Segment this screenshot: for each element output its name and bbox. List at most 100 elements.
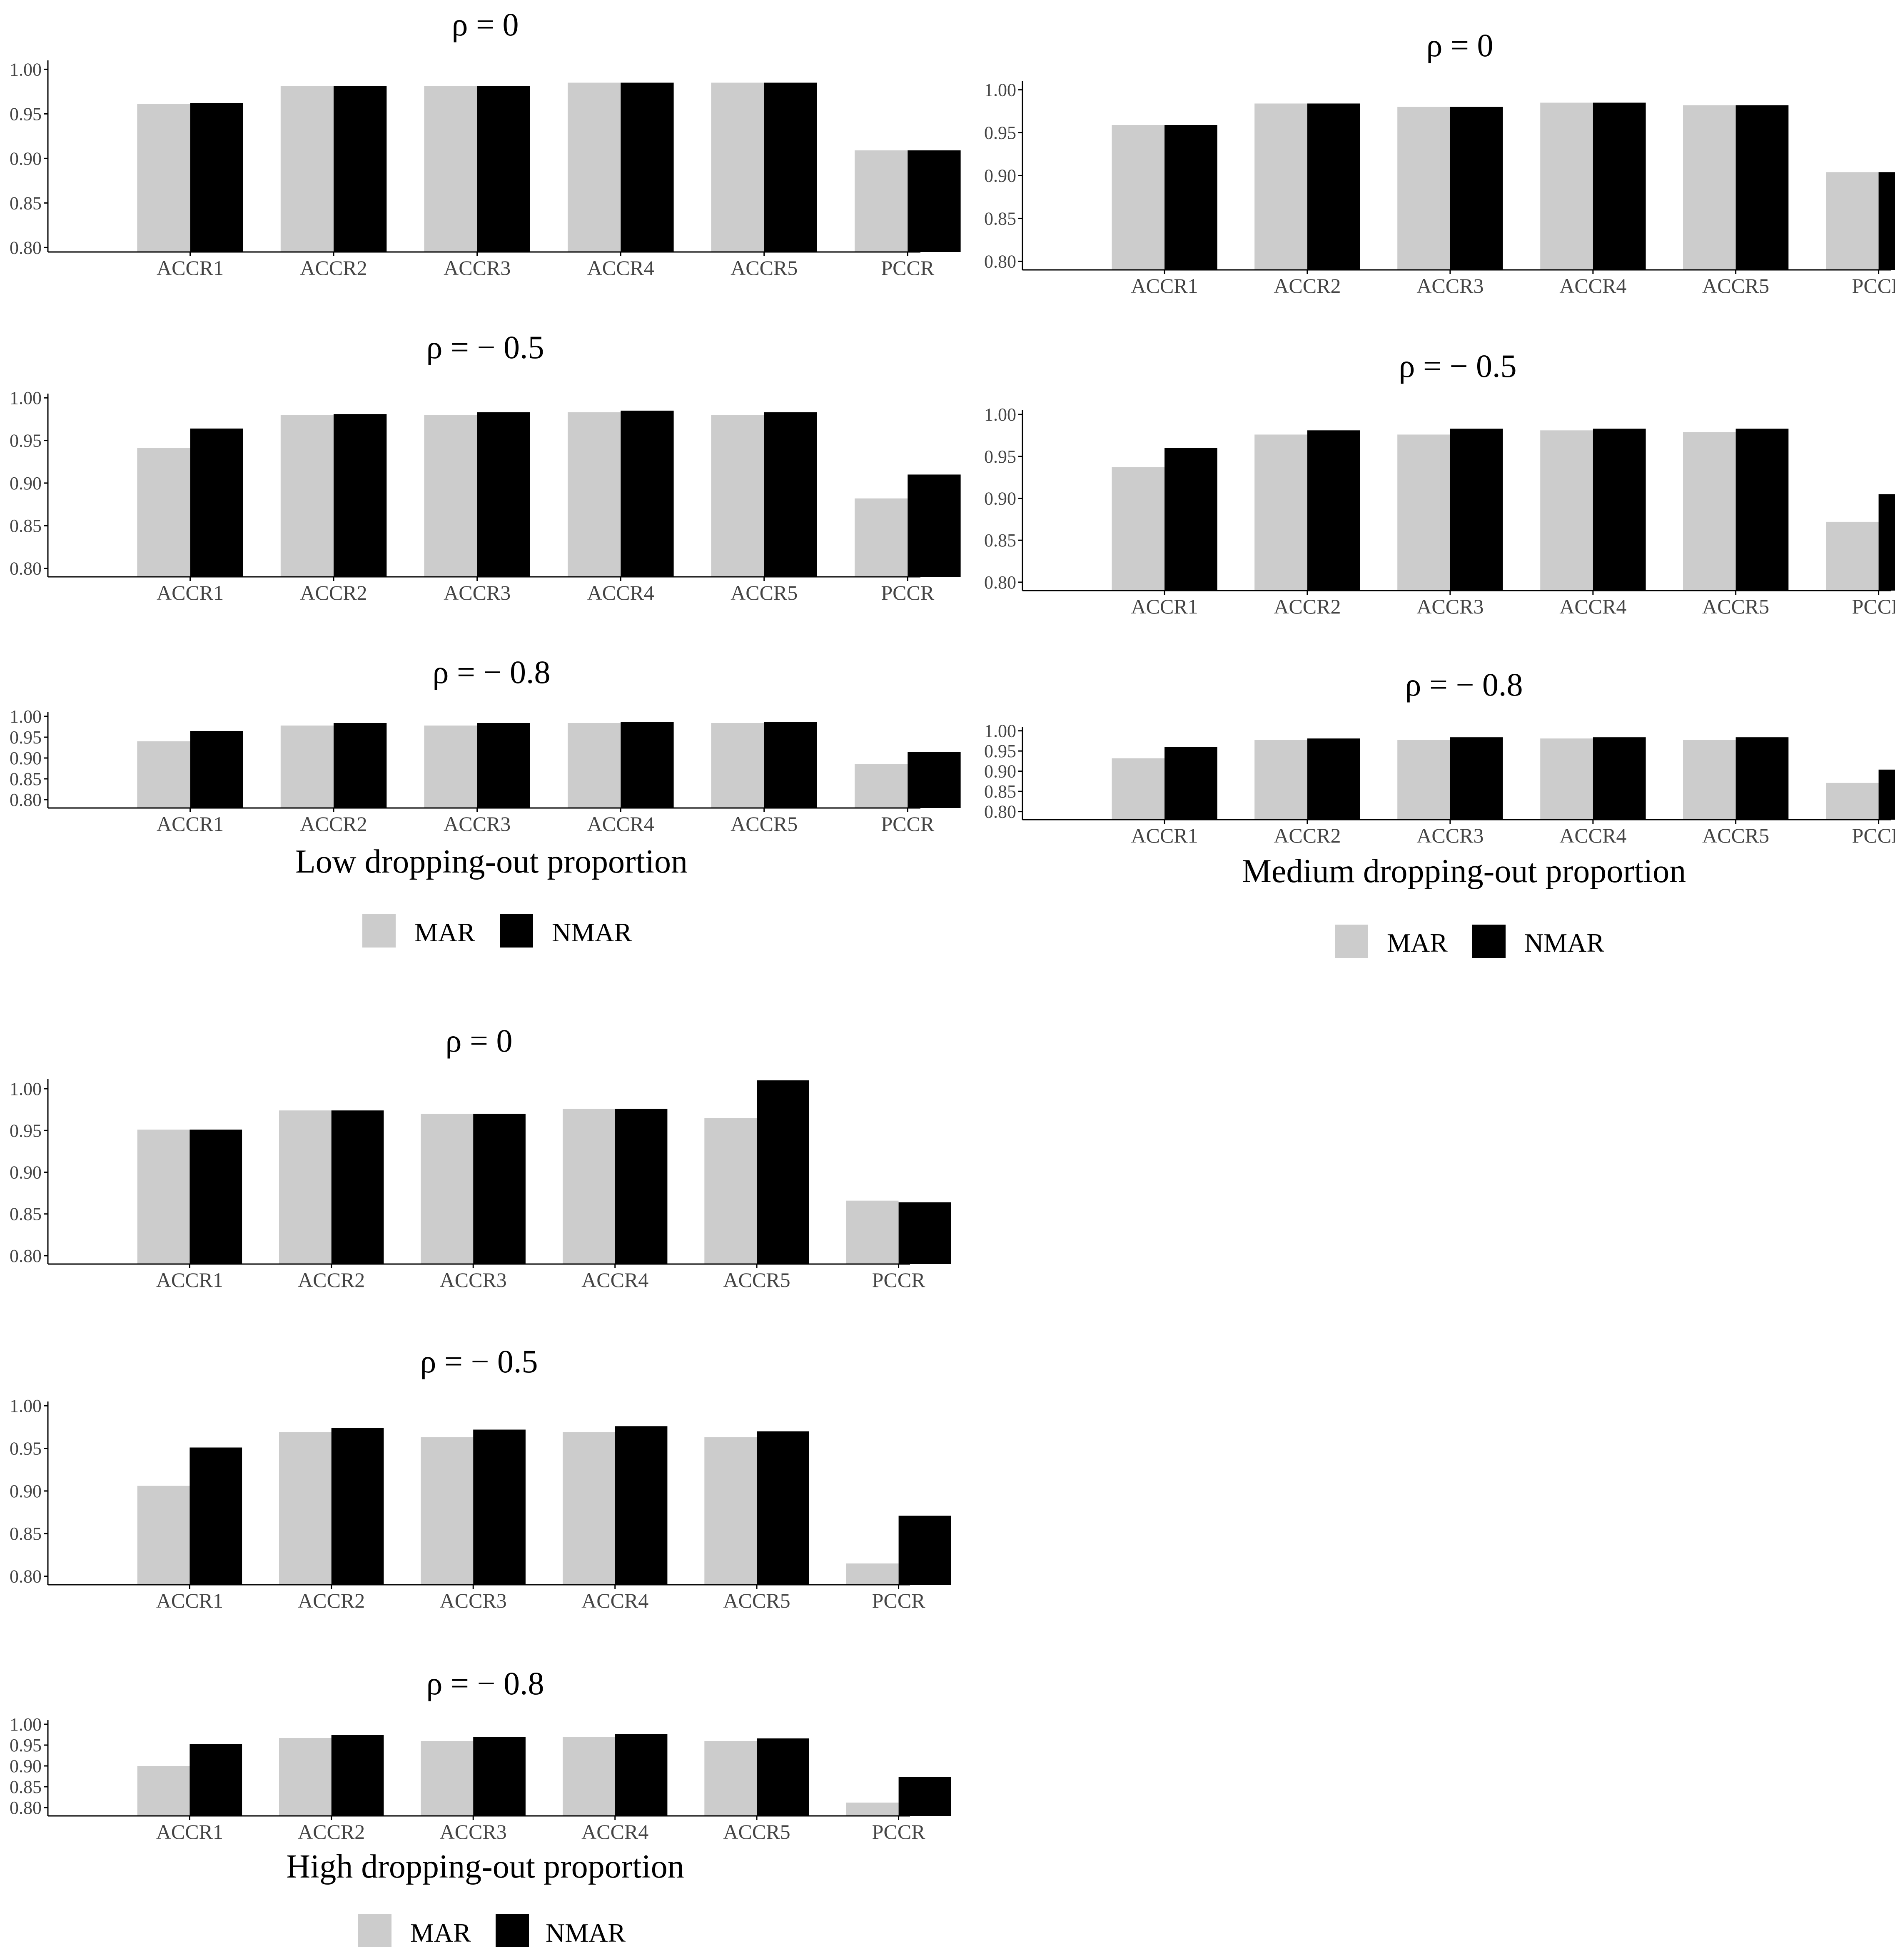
y-tick-label: 0.95 [10,1735,42,1756]
bar-nmar-accr4 [615,1734,668,1816]
bar-nmar-accr4 [621,722,674,808]
chart-title: ρ = 0 [452,6,519,42]
x-tick-label: ACCR1 [1131,595,1198,618]
caption-high: High dropping-out proportion [286,1848,684,1885]
bar-mar-accr2 [1254,103,1307,270]
bar-nmar-accr3 [1450,429,1503,591]
x-tick-label: ACCR5 [723,1589,790,1612]
bar-nmar-pccr [908,752,961,808]
x-tick-label: ACCR5 [1702,274,1769,297]
bar-nmar-accr5 [1735,737,1789,820]
bar-nmar-accr4 [1593,429,1646,591]
x-tick-label: ACCR1 [156,1268,223,1292]
y-tick-label: 0.90 [984,761,1016,782]
bar-nmar-accr2 [1307,738,1360,820]
y-tick-label: 0.85 [984,781,1016,802]
bar-chart-medium: ρ = − 0.8 ACCR1 ACCR2 ACCR3 ACCR4 ACCR5 PCCR 0.… [984,666,1895,847]
legend-label-mar: MAR [1387,928,1448,958]
y-tick-label: 0.85 [10,516,42,536]
bar-nmar-accr3 [473,1114,526,1264]
x-tick-label: PCCR [872,1589,926,1612]
y-tick-label: 1.00 [10,388,42,408]
bar-chart-medium: ρ = − 0.5 ACCR1 ACCR2 ACCR3 ACCR4 ACCR5 PCCR 0.… [984,348,1895,618]
bar-chart-high: ρ = − 0.8 ACCR1 ACCR2 ACCR3 ACCR4 ACCR5 PCCR 0.… [10,1665,951,1843]
x-tick-label: ACCR2 [300,256,367,279]
y-tick-label: 0.80 [10,559,42,579]
x-tick-label: ACCR3 [440,1268,507,1292]
bar-nmar-accr3 [477,86,530,252]
y-tick-label: 0.90 [10,1162,42,1183]
x-tick-label: ACCR3 [440,1820,507,1843]
bar-nmar-pccr [1878,494,1895,591]
bar-nmar-accr3 [477,412,530,577]
bar-mar-accr1 [1112,467,1165,591]
bar-mar-pccr [846,1803,899,1816]
y-tick-label: 0.80 [10,1246,42,1266]
x-tick-label: ACCR4 [581,1268,648,1292]
x-tick-label: ACCR4 [581,1820,648,1843]
bar-nmar-pccr [1878,769,1895,820]
chart-title: ρ = − 0.5 [420,1343,538,1379]
chart-title: ρ = − 0.5 [426,329,544,365]
x-tick-label: ACCR2 [300,581,367,604]
bar-chart-high: ρ = 0 ACCR1 ACCR2 ACCR3 ACCR4 ACCR5 PCCR 0.80 0.… [10,1022,951,1292]
bar-nmar-accr2 [331,1428,384,1585]
bar-nmar-accr2 [1307,430,1360,591]
x-tick-label: ACCR2 [300,812,367,835]
y-tick-label: 0.85 [10,1777,42,1797]
bar-chart-high: ρ = − 0.5 ACCR1 ACCR2 ACCR3 ACCR4 ACCR5 PCCR 0.… [10,1343,951,1612]
legend-swatch-nmar [496,1914,529,1947]
bar-mar-pccr [846,1563,899,1585]
bar-mar-accr5 [711,415,764,577]
bar-mar-accr3 [421,1437,474,1585]
x-tick-label: ACCR1 [157,812,224,835]
y-tick-label: 0.80 [10,1798,42,1818]
x-tick-label: ACCR5 [731,256,798,279]
bar-mar-accr2 [280,415,334,577]
x-tick-label: ACCR5 [1702,595,1769,618]
bar-mar-accr4 [1540,102,1593,270]
legend-label-nmar: NMAR [546,1918,626,1948]
legend-swatch-nmar [500,914,533,948]
x-tick-label: PCCR [1852,274,1895,297]
x-tick-label: ACCR1 [157,256,224,279]
bar-mar-accr5 [711,82,764,252]
y-tick-label: 0.95 [10,104,42,124]
x-tick-label: ACCR4 [587,812,654,835]
legend-high: MAR NMAR [358,1914,626,1948]
bar-nmar-accr2 [331,1110,384,1264]
x-tick-label: PCCR [881,256,935,279]
bar-mar-accr3 [421,1741,474,1816]
bar-nmar-accr5 [764,82,817,252]
x-tick-label: ACCR1 [156,1589,223,1612]
y-tick-label: 0.90 [10,748,42,768]
bar-nmar-accr3 [477,723,530,808]
x-tick-label: ACCR4 [581,1589,648,1612]
bar-nmar-pccr [908,150,961,252]
x-tick-label: ACCR3 [440,1589,507,1612]
bar-mar-pccr [1826,783,1879,820]
bar-nmar-accr4 [1593,737,1646,820]
y-tick-label: 1.00 [10,1396,42,1416]
y-tick-label: 0.85 [10,193,42,213]
y-tick-label: 0.85 [984,530,1016,551]
y-tick-label: 0.95 [10,727,42,748]
legend-label-mar: MAR [410,1918,471,1948]
bar-mar-accr4 [1540,738,1593,820]
legend-label-nmar: NMAR [552,918,632,947]
bar-mar-pccr [846,1200,899,1264]
bar-mar-accr4 [563,1109,615,1264]
bar-mar-accr5 [1683,105,1736,270]
bar-mar-accr2 [280,726,334,808]
bar-mar-accr5 [704,1437,757,1585]
bar-nmar-accr1 [1164,448,1217,591]
bar-mar-accr1 [137,741,190,808]
x-tick-label: ACCR1 [1131,824,1198,847]
x-tick-label: ACCR3 [1416,595,1484,618]
bar-nmar-accr3 [473,1429,526,1585]
bar-nmar-accr1 [190,103,243,252]
bar-chart-low: ρ = 0 ACCR1 ACCR2 ACCR3 ACCR4 ACCR5 PCCR 0.80 0.… [10,6,961,279]
bar-mar-accr4 [568,412,621,577]
y-tick-label: 1.00 [10,1079,42,1099]
bar-mar-accr1 [1112,125,1165,270]
